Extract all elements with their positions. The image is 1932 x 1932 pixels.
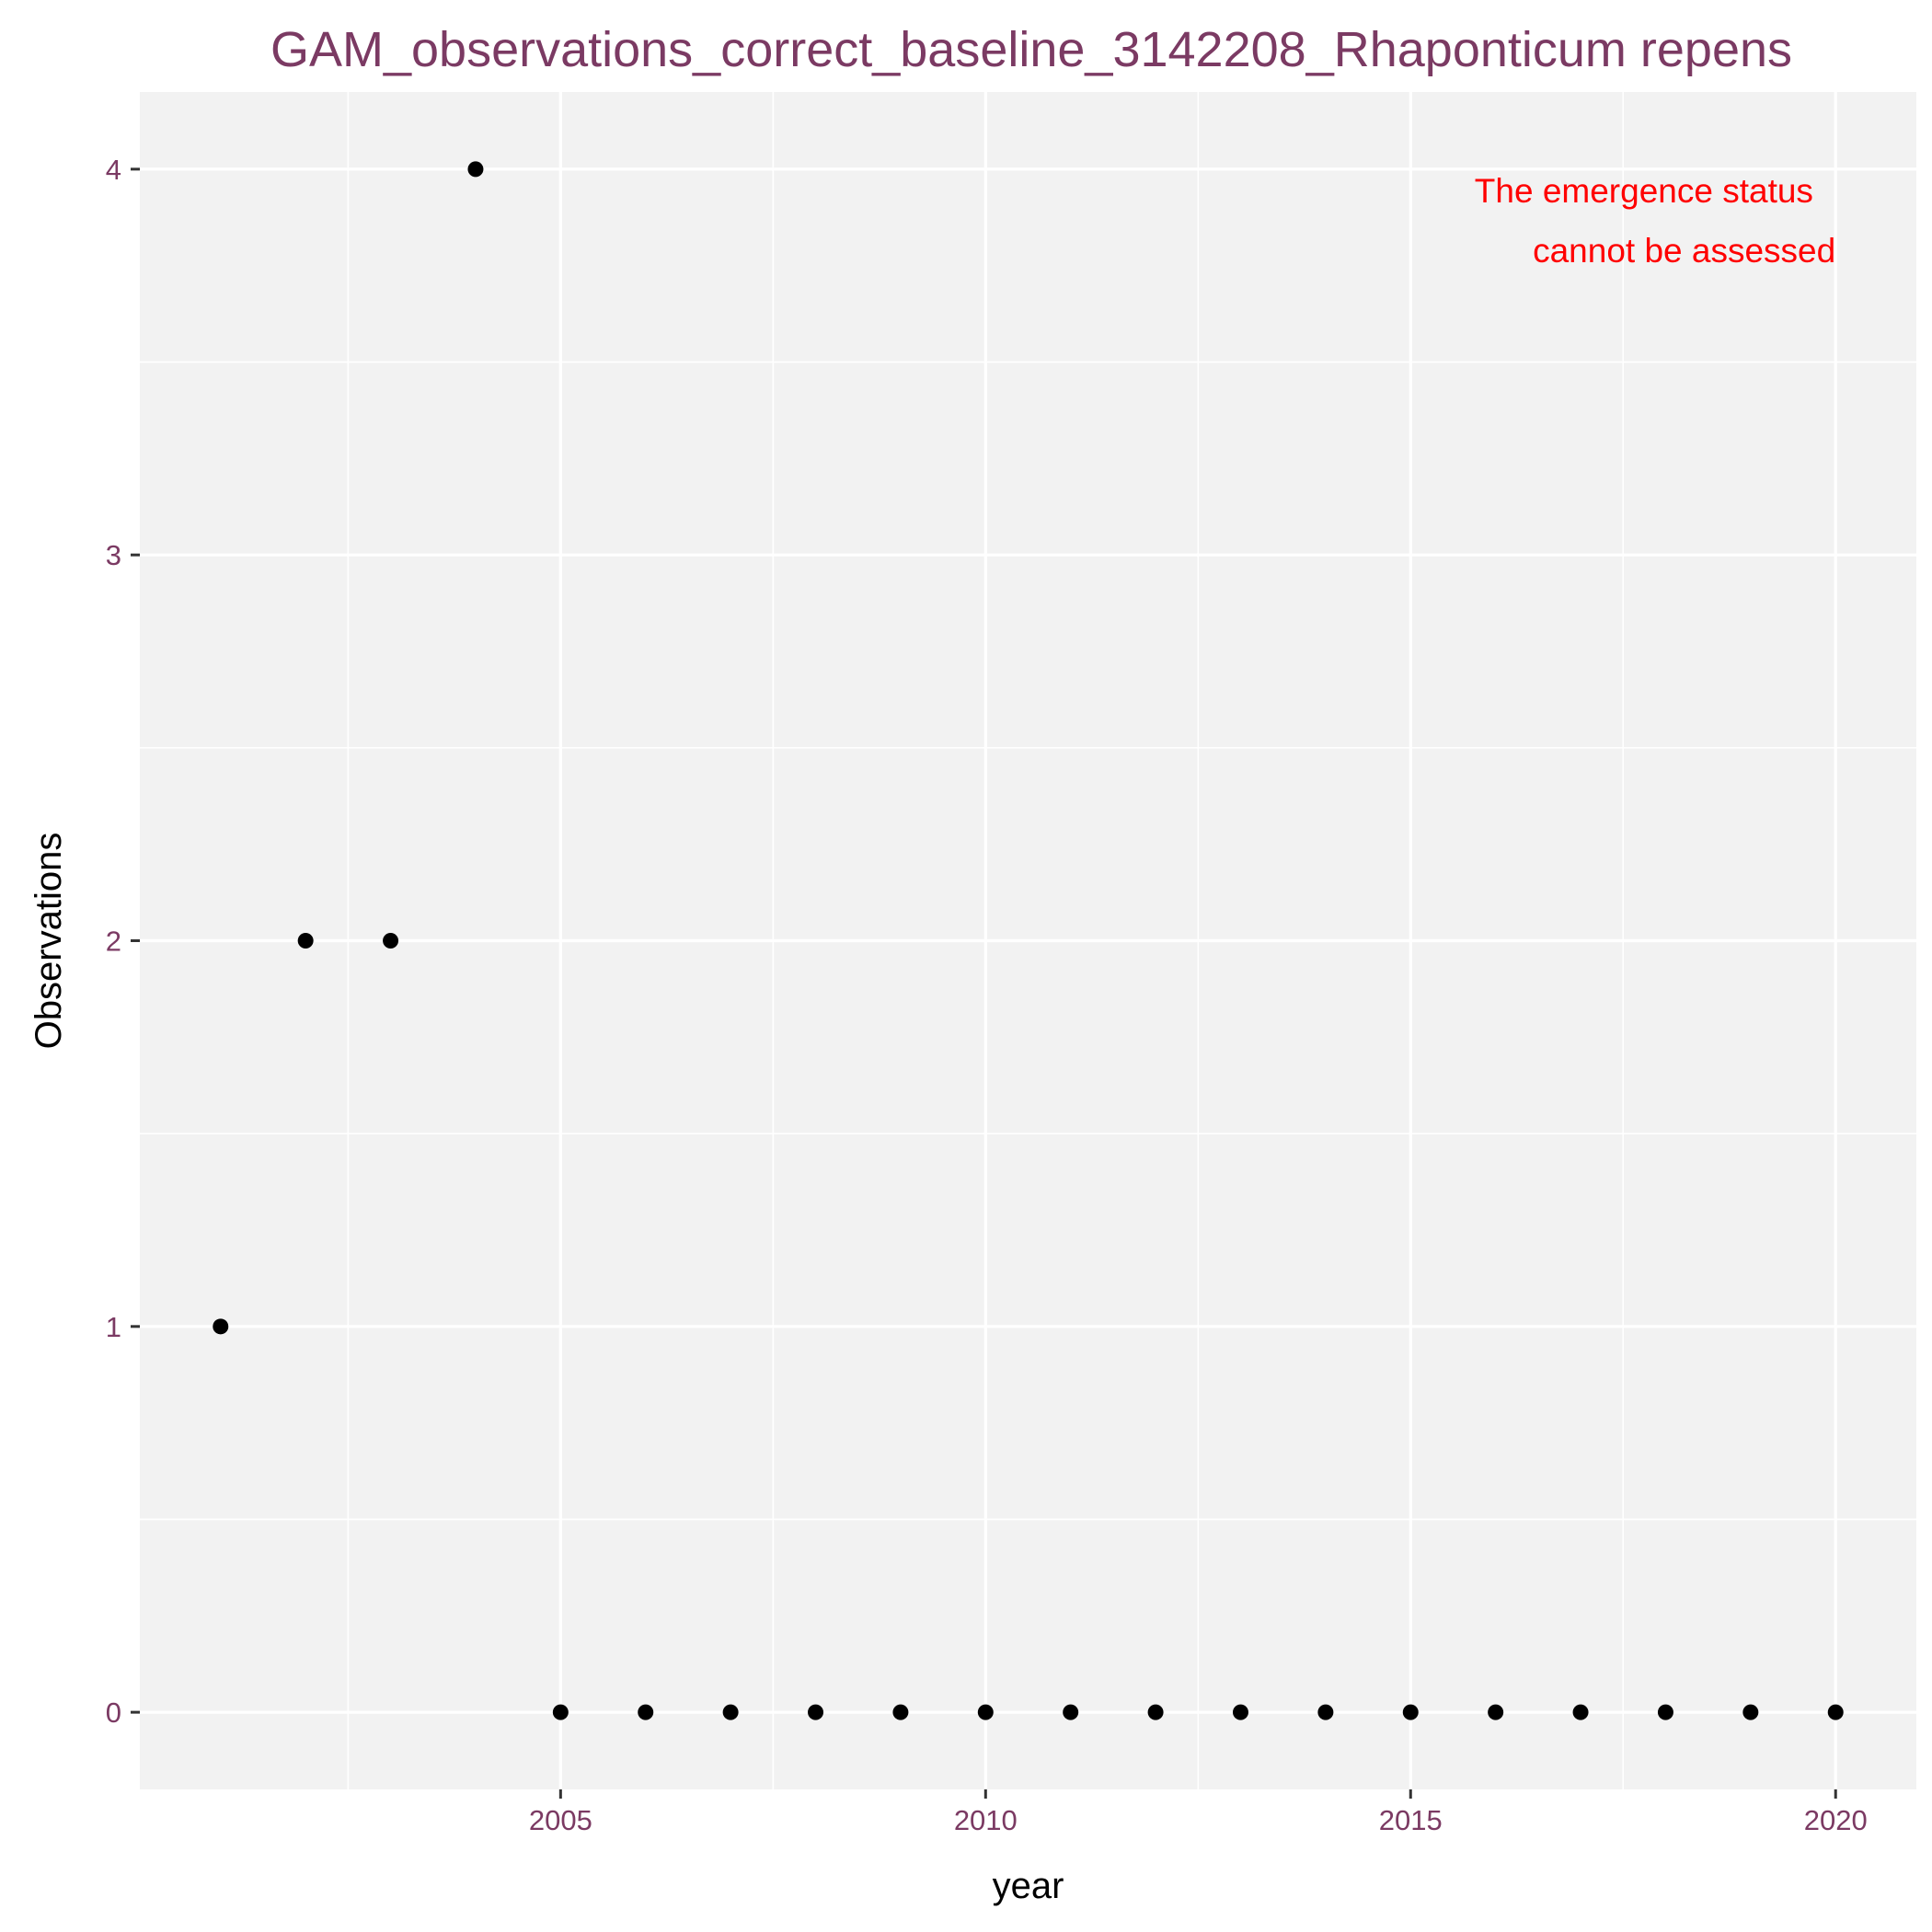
x-axis-label: year xyxy=(993,1866,1064,1906)
data-point xyxy=(552,1704,569,1720)
data-point xyxy=(722,1704,739,1720)
x-tick-label: 2010 xyxy=(954,1804,1018,1836)
data-point xyxy=(1827,1704,1844,1720)
data-point xyxy=(213,1318,229,1335)
grid-lines xyxy=(140,92,1916,1789)
data-point xyxy=(1232,1704,1248,1720)
y-tick-label: 0 xyxy=(106,1696,121,1729)
data-point xyxy=(1488,1704,1504,1720)
data-point xyxy=(1147,1704,1164,1720)
y-tick-label: 3 xyxy=(106,539,121,571)
data-point xyxy=(1317,1704,1334,1720)
annotation-line-1: The emergence status xyxy=(1475,172,1813,210)
data-point xyxy=(808,1704,824,1720)
y-tick-label: 2 xyxy=(106,926,121,958)
data-point xyxy=(977,1704,994,1720)
x-tick-label: 2020 xyxy=(1804,1804,1868,1836)
data-points xyxy=(213,161,1844,1720)
data-point xyxy=(1063,1704,1079,1720)
data-point xyxy=(638,1704,654,1720)
y-axis-label: Observations xyxy=(29,833,69,1050)
y-tick-label: 1 xyxy=(106,1311,121,1343)
annotation-line-2: cannot be assessed xyxy=(1533,232,1835,270)
data-point xyxy=(383,933,399,949)
data-point xyxy=(892,1704,909,1720)
y-tick-label: 4 xyxy=(106,154,121,186)
data-point xyxy=(1572,1704,1589,1720)
data-point xyxy=(467,161,484,178)
data-point xyxy=(297,933,314,949)
data-point xyxy=(1402,1704,1419,1720)
x-tick-label: 2015 xyxy=(1379,1804,1443,1836)
emergence-status-annotation: The emergence status cannot be assessed xyxy=(1475,172,1835,270)
chart-title: GAM_observations_correct_baseline_314220… xyxy=(270,22,1792,77)
axes: 0 1 2 3 4 2005 2010 2015 2020 xyxy=(106,154,1868,1836)
data-point xyxy=(1742,1704,1759,1720)
data-point xyxy=(1657,1704,1673,1720)
x-tick-label: 2005 xyxy=(529,1804,592,1836)
